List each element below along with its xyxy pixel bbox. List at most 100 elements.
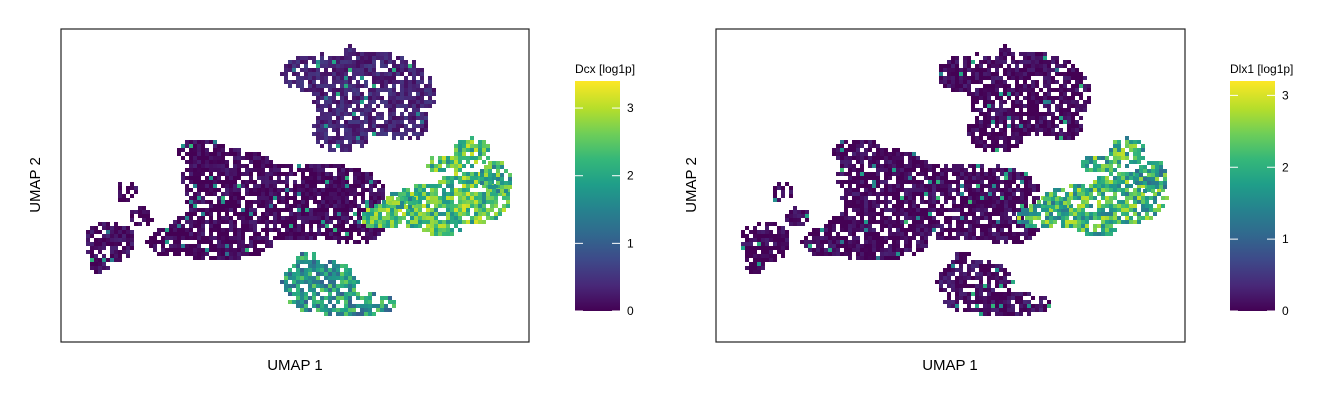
cell-hex <box>293 216 297 220</box>
cell-hex <box>336 284 340 288</box>
cell-hex <box>872 216 876 220</box>
cell-hex <box>356 92 360 96</box>
cell-hex <box>197 248 201 252</box>
cell-hex <box>496 161 500 165</box>
cell-hex <box>992 204 996 208</box>
cell-hex <box>225 152 229 156</box>
cell-hex <box>189 228 193 232</box>
cell-hex <box>1093 168 1097 172</box>
cell-hex <box>876 172 880 176</box>
cell-hex <box>392 124 396 128</box>
cell-hex <box>1081 212 1085 216</box>
cell-hex <box>474 208 478 212</box>
cell-hex <box>285 208 289 212</box>
cell-hex <box>860 252 864 256</box>
cell-hex <box>324 272 328 276</box>
cell-hex <box>285 232 289 236</box>
cell-hex <box>193 252 197 256</box>
cell-hex <box>474 216 478 220</box>
cell-hex <box>376 104 380 108</box>
cell-hex <box>426 204 430 208</box>
cell-hex <box>253 184 257 188</box>
cell-hex <box>1085 220 1089 224</box>
cell-hex <box>753 226 757 230</box>
cell-hex <box>1019 300 1023 304</box>
cell-hex <box>1039 88 1043 92</box>
cell-hex <box>1151 185 1155 189</box>
cell-hex <box>920 200 924 204</box>
cell-hex <box>1000 236 1004 240</box>
cell-hex <box>904 152 908 156</box>
cell-hex <box>856 248 860 252</box>
cell-hex <box>1149 216 1153 220</box>
cell-hex <box>462 152 466 156</box>
cell-hex <box>474 156 478 160</box>
cell-hex <box>876 196 880 200</box>
cell-hex <box>876 180 880 184</box>
cell-hex <box>920 192 924 196</box>
cell-hex <box>261 200 265 204</box>
cell-hex <box>325 204 329 208</box>
cell-hex <box>300 84 304 88</box>
cell-hex <box>229 248 233 252</box>
cell-hex <box>324 268 328 272</box>
cell-hex <box>1039 116 1043 120</box>
cell-hex <box>980 236 984 240</box>
cell-hex <box>1033 204 1037 208</box>
cell-hex <box>118 242 122 246</box>
cell-hex <box>1109 180 1113 184</box>
cell-hex <box>428 92 432 96</box>
cell-hex <box>971 300 975 304</box>
cell-hex <box>1037 204 1041 208</box>
cell-hex <box>936 212 940 216</box>
cell-hex <box>474 184 478 188</box>
cell-hex <box>757 262 761 266</box>
cell-hex <box>201 240 205 244</box>
cell-hex <box>345 172 349 176</box>
cell-hex <box>368 108 372 112</box>
cell-hex <box>836 172 840 176</box>
cell-hex <box>404 104 408 108</box>
cell-hex <box>900 204 904 208</box>
cell-hex <box>1109 184 1113 188</box>
cell-hex <box>478 216 482 220</box>
cell-hex <box>983 112 987 116</box>
cell-hex <box>368 52 372 56</box>
colorbar <box>1230 81 1275 311</box>
cell-hex <box>940 212 944 216</box>
cell-hex <box>1031 64 1035 68</box>
cell-hex <box>860 168 864 172</box>
cell-hex <box>912 228 916 232</box>
cell-hex <box>408 112 412 116</box>
cell-hex <box>360 140 364 144</box>
cell-hex <box>169 232 173 236</box>
cell-hex <box>1097 180 1101 184</box>
cell-hex <box>356 84 360 88</box>
cell-hex <box>856 192 860 196</box>
cell-hex <box>1121 180 1125 184</box>
cell-hex <box>408 88 412 92</box>
cell-hex <box>438 224 442 228</box>
cell-hex <box>249 188 253 192</box>
cell-hex <box>478 148 482 152</box>
cell-hex <box>753 262 757 266</box>
cell-hex <box>1079 104 1083 108</box>
cell-hex <box>410 208 414 212</box>
cell-hex <box>309 192 313 196</box>
cell-hex <box>289 168 293 172</box>
cell-hex <box>959 276 963 280</box>
cell-hex <box>288 300 292 304</box>
cell-hex <box>1097 176 1101 180</box>
cell-hex <box>987 264 991 268</box>
cell-hex <box>924 240 928 244</box>
cell-hex <box>416 136 420 140</box>
cell-hex <box>265 204 269 208</box>
cell-hex <box>1031 104 1035 108</box>
cell-hex <box>328 268 332 272</box>
cell-hex <box>1027 116 1031 120</box>
cell-hex <box>940 176 944 180</box>
cell-hex <box>940 180 944 184</box>
cell-hex <box>404 60 408 64</box>
cell-hex <box>126 254 130 258</box>
